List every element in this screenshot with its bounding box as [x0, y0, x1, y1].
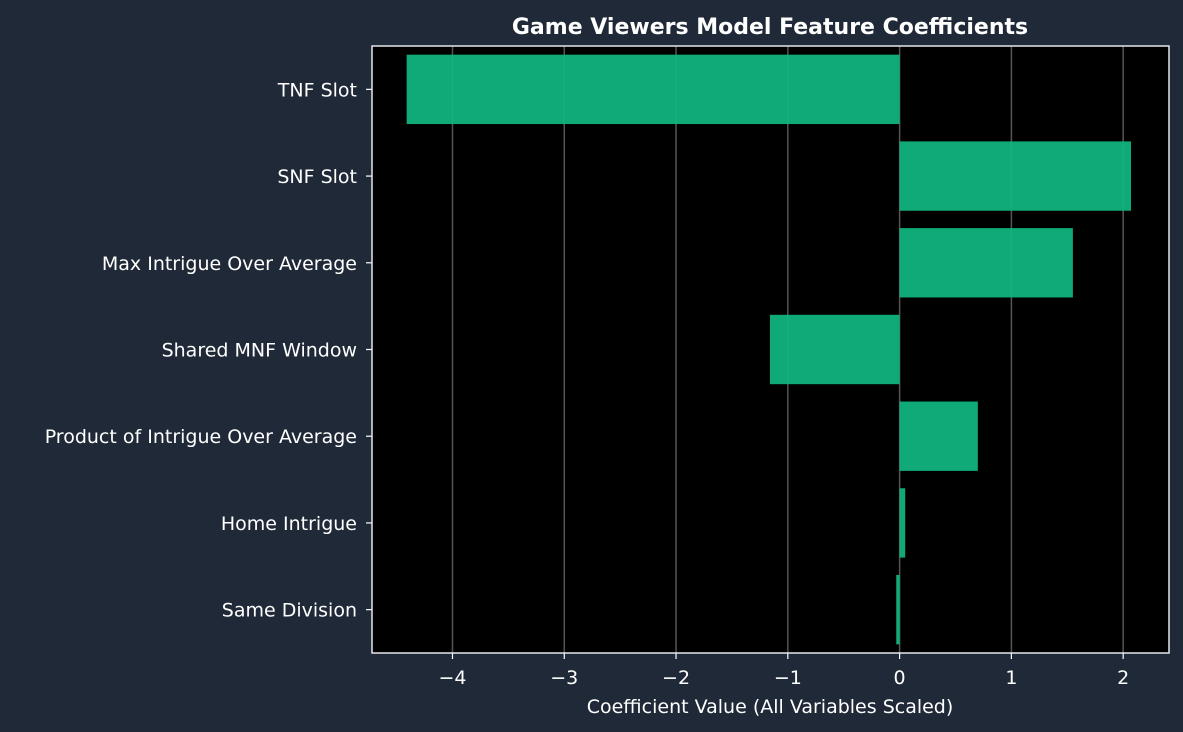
y-tick-label: Same Division [222, 600, 357, 622]
bar-home-intrigue [899, 488, 906, 558]
x-tick-label: −3 [550, 667, 578, 689]
x-tick-label: 1 [1005, 667, 1017, 689]
y-tick-label: Max Intrigue Over Average [102, 253, 357, 275]
x-axis: −4 −3 −2 −1 0 1 2 [438, 653, 1129, 689]
x-tick-label: 2 [1117, 667, 1129, 689]
chart-title: Game Viewers Model Feature Coefficients [512, 15, 1028, 40]
x-tick-label: −2 [662, 667, 690, 689]
y-tick-label: TNF Slot [277, 79, 357, 101]
x-tick-label: −4 [438, 667, 466, 689]
y-tick-label: SNF Slot [277, 166, 357, 188]
y-tick-label: Shared MNF Window [162, 340, 357, 362]
x-tick-label: 0 [894, 667, 906, 689]
bar-max-intrigue-over-average [899, 228, 1073, 298]
y-axis: TNF Slot SNF Slot Max Intrigue Over Averag… [45, 79, 372, 622]
x-axis-label: Coefficient Value (All Variables Scaled) [587, 696, 954, 718]
y-tick-label: Product of Intrigue Over Average [45, 426, 357, 448]
bars [406, 54, 1131, 645]
bar-product-of-intrigue-over-average [899, 401, 978, 471]
plot-frame [371, 45, 1170, 654]
x-tick-label: −1 [774, 667, 802, 689]
bar-snf-slot [899, 141, 1131, 211]
bar-tnf-slot [406, 54, 900, 125]
gridlines [451, 46, 1124, 653]
bar-same-division [896, 574, 900, 645]
y-tick-label: Home Intrigue [221, 513, 357, 535]
bar-shared-mnf-window [769, 314, 900, 385]
